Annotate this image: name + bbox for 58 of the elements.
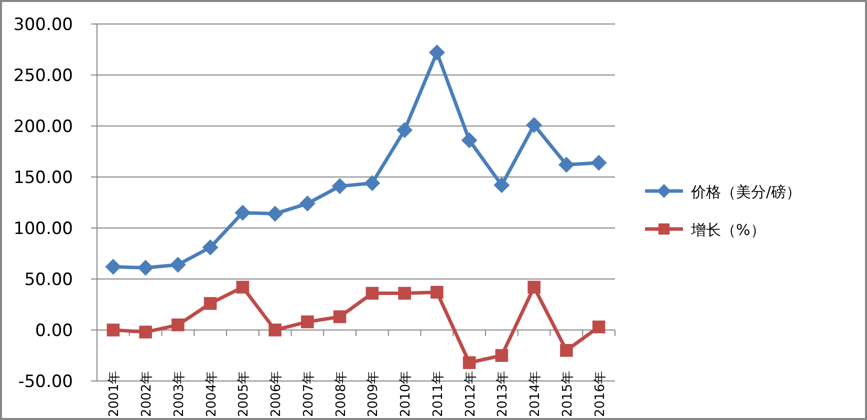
point bbox=[461, 132, 478, 148]
x-tick-label: 2010年 bbox=[398, 370, 414, 417]
point bbox=[234, 204, 251, 221]
y-tick-label: 100.00 bbox=[14, 219, 73, 239]
point bbox=[267, 206, 284, 222]
point bbox=[364, 175, 380, 192]
point bbox=[106, 324, 120, 336]
x-tick-label: 2007年 bbox=[301, 370, 316, 417]
point bbox=[396, 122, 413, 138]
point bbox=[366, 286, 379, 300]
point bbox=[462, 356, 476, 370]
point bbox=[139, 326, 152, 338]
point bbox=[430, 286, 444, 299]
point bbox=[333, 310, 346, 324]
point bbox=[204, 297, 217, 310]
point bbox=[236, 280, 250, 294]
y-tick-label: 150.00 bbox=[14, 168, 73, 188]
point bbox=[268, 324, 282, 336]
point bbox=[560, 344, 573, 357]
point bbox=[494, 177, 510, 194]
point bbox=[592, 320, 606, 334]
x-tick-label: 2013年 bbox=[496, 370, 511, 417]
point bbox=[528, 280, 540, 294]
x-tick-label: 2004年 bbox=[204, 370, 220, 417]
x-tick-label: 2014年 bbox=[528, 370, 544, 417]
point bbox=[526, 116, 542, 133]
x-tick-label: 2006年 bbox=[269, 370, 284, 417]
x-tick-label: 2011年 bbox=[430, 370, 446, 417]
point bbox=[172, 318, 184, 332]
y-tick-label: 0.00 bbox=[35, 321, 73, 341]
point bbox=[428, 44, 445, 61]
x-tick-label: 2015年 bbox=[560, 370, 576, 417]
x-tick-label: 2009年 bbox=[366, 370, 382, 417]
y-tick-label: 300.00 bbox=[14, 15, 73, 35]
point bbox=[170, 256, 186, 273]
y-tick-label: 250.00 bbox=[14, 66, 73, 86]
x-tick-label: 2008年 bbox=[334, 370, 349, 417]
point bbox=[558, 156, 574, 173]
x-tick-label: 2005年 bbox=[236, 370, 252, 417]
point bbox=[332, 178, 348, 194]
x-tick-label: 2012年 bbox=[463, 370, 478, 417]
point bbox=[590, 154, 607, 171]
point bbox=[105, 258, 122, 275]
x-tick-label: 2001年 bbox=[107, 370, 122, 417]
x-tick-label: 2002年 bbox=[140, 370, 155, 417]
point bbox=[301, 315, 314, 328]
legend-label: 增长（%） bbox=[690, 221, 766, 239]
x-tick-label: 2016年 bbox=[592, 370, 608, 417]
point bbox=[495, 349, 508, 362]
point bbox=[202, 239, 218, 256]
legend-label: 价格（美分/磅） bbox=[690, 183, 802, 201]
y-tick-label: 50.00 bbox=[24, 270, 73, 290]
point bbox=[138, 260, 154, 276]
y-tick-label: 200.00 bbox=[14, 117, 73, 137]
point bbox=[398, 286, 411, 300]
x-tick-label: 2003年 bbox=[172, 370, 187, 417]
point bbox=[299, 196, 316, 212]
y-tick-label: -50.00 bbox=[18, 372, 73, 392]
